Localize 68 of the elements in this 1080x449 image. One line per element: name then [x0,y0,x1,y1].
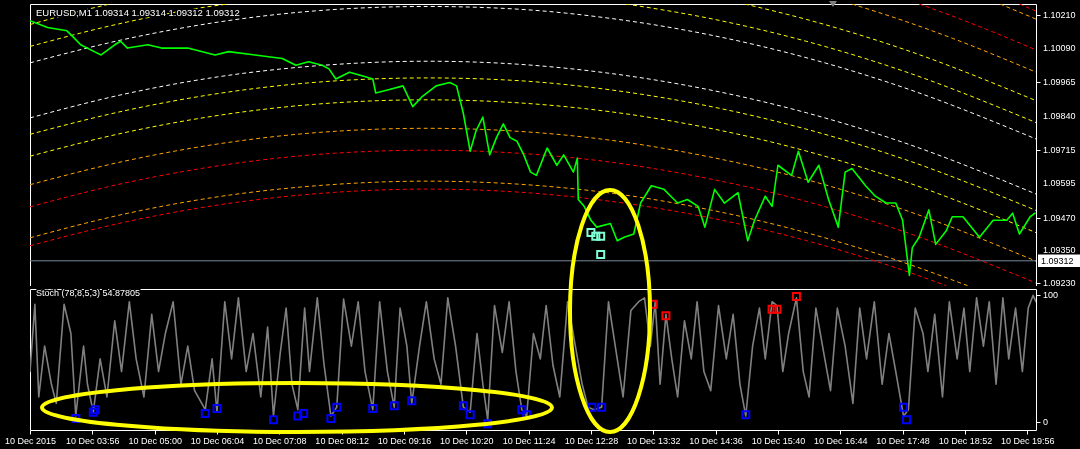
line-series [30,99,1036,234]
line-series [625,4,1036,124]
y-tick-label: 1.09350 [1043,245,1076,256]
point [332,402,342,412]
point [389,401,399,411]
y-tick-label: 100 [1043,290,1059,301]
y-tick-label: 1.10210 [1043,9,1076,20]
point [326,414,336,424]
point [212,403,222,413]
y-tick-label: 1.09595 [1043,178,1076,189]
point [517,405,527,415]
x-tick-label: 10 Dec 09:16 [377,435,432,446]
line-series [744,4,1036,102]
x-tick-label: 10 Dec 11:24 [502,435,556,446]
point [741,410,751,420]
x-tick-label: 10 Dec 17:48 [876,435,930,446]
point [465,410,475,420]
point [596,231,606,241]
x-tick-label: 10 Dec 07:08 [253,435,307,446]
point [71,414,81,424]
x-tick-label: 10 Dec 12:28 [564,435,619,446]
point [200,408,210,418]
x-tick-label: 10 Dec 10:20 [440,435,494,446]
y-tick-label: 1.09715 [1043,145,1076,156]
point [772,304,782,314]
x-tick-label: 10 Dec 14:36 [689,435,743,446]
point [587,402,597,412]
point [407,396,417,406]
y-tick-label: 0 [1043,417,1049,428]
x-tick-label: 10 Dec 08:12 [315,435,369,446]
y-tick-label: 1.09965 [1043,77,1076,88]
x-tick-label: 10 Dec 05:00 [128,435,182,446]
point [586,228,596,238]
point [791,292,801,302]
line-series [30,127,1036,262]
y-tick-label: 1.10090 [1043,42,1076,53]
x-tick-label: 10 Dec 15:40 [751,435,806,446]
x-tick-label: 10 Dec 19:56 [1000,435,1055,446]
point [597,402,607,412]
line-series [30,77,1036,211]
point [299,408,309,418]
chart-title: EURUSD,M1 1.09314 1.09314 1.09312 1.09312 [36,7,240,18]
point [483,419,493,429]
point [661,311,671,321]
line-series [918,4,1036,51]
point [899,402,909,412]
ref-line-label: 1.09312 [1041,255,1074,266]
chart-title: Stoch (78,8,5,3) 54.87805 [36,288,141,298]
y-tick-label: 1.09470 [1043,212,1076,223]
point [901,415,911,425]
x-tick-label: 10 Dec 03:56 [66,435,120,446]
y-tick-label: 1.09840 [1043,111,1076,122]
point [268,415,278,425]
point [458,401,468,411]
x-tick-label: 10 Dec 18:52 [938,435,993,446]
point [293,411,303,421]
point [591,231,601,241]
point [767,304,777,314]
line-series [30,19,1036,277]
line-series [851,4,1036,73]
x-tick-label: 10 Dec 13:32 [627,435,681,446]
y-tick-label: 1.09230 [1043,278,1076,289]
point [596,250,606,260]
point [368,403,378,413]
x-tick-label: 10 Dec 06:04 [190,435,245,446]
x-tick-label: 10 Dec 2015 [4,435,57,446]
line-series [30,149,1036,284]
x-tick-label: 10 Dec 16:44 [813,435,868,446]
